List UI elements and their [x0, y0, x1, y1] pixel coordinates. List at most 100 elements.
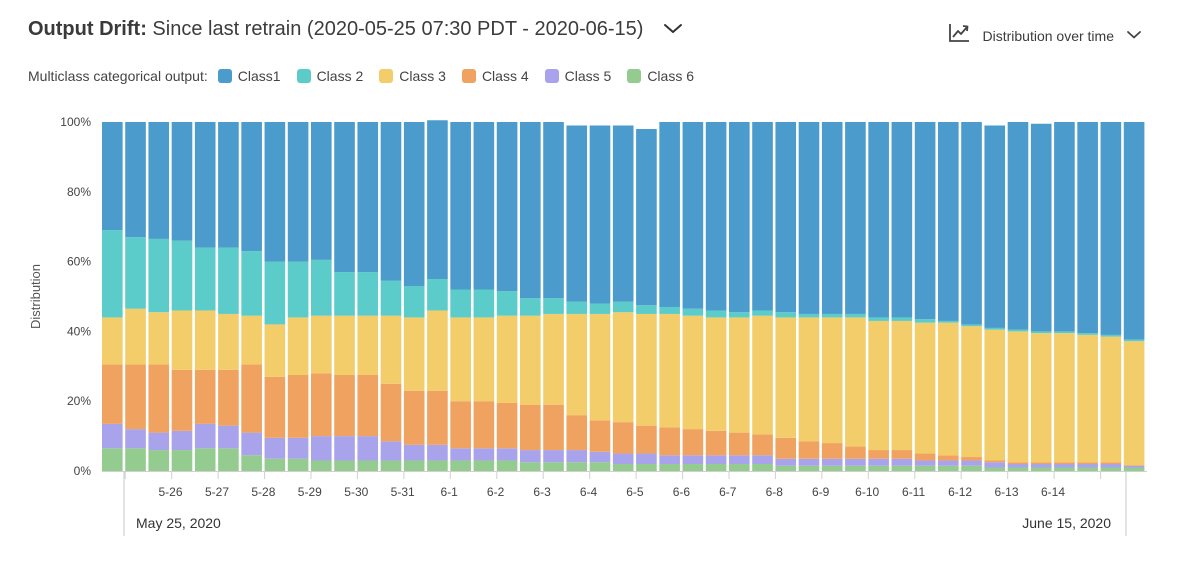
bar-segment[interactable] [821, 443, 843, 459]
bar-segment[interactable] [496, 315, 518, 403]
bar-segment[interactable] [1007, 122, 1029, 330]
bar-segment[interactable] [705, 464, 727, 471]
bar-segment[interactable] [287, 458, 309, 471]
bar-segment[interactable] [241, 364, 262, 433]
bar-segment[interactable] [543, 450, 564, 463]
bar-segment[interactable] [775, 458, 797, 466]
bar-segment[interactable] [380, 383, 402, 442]
bar-segment[interactable] [752, 464, 773, 471]
bar-segment[interactable] [357, 272, 379, 316]
bar-segment[interactable] [1030, 333, 1052, 463]
bar-segment[interactable] [287, 317, 309, 376]
bar-segment[interactable] [264, 437, 286, 459]
bar-segment[interactable] [914, 322, 936, 454]
bar-segment[interactable] [403, 122, 425, 287]
bar-segment[interactable] [961, 122, 982, 325]
bar-segment[interactable] [705, 317, 727, 431]
bar-segment[interactable] [1123, 467, 1145, 471]
bar-segment[interactable] [566, 450, 588, 463]
bar-segment[interactable] [845, 465, 866, 471]
bar-segment[interactable] [938, 465, 959, 471]
bar-segment[interactable] [334, 122, 355, 273]
bar-segment[interactable] [914, 319, 936, 323]
bar-segment[interactable] [241, 432, 262, 456]
bar-segment[interactable] [520, 122, 541, 299]
bar-segment[interactable] [194, 448, 216, 471]
bar-segment[interactable] [287, 437, 309, 459]
bar-segment[interactable] [845, 446, 866, 459]
bar-segment[interactable] [427, 279, 448, 311]
bar-segment[interactable] [264, 458, 286, 471]
bar-segment[interactable] [1054, 122, 1075, 332]
bar-segment[interactable] [218, 369, 239, 426]
bar-segment[interactable] [821, 317, 843, 444]
bar-segment[interactable] [589, 420, 611, 452]
bar-segment[interactable] [752, 434, 773, 456]
bar-segment[interactable] [566, 462, 588, 471]
bar-segment[interactable] [729, 317, 750, 433]
bar-segment[interactable] [473, 122, 495, 290]
bar-segment[interactable] [311, 436, 332, 461]
bar-segment[interactable] [1030, 464, 1052, 468]
legend-item[interactable]: Class 5 [544, 68, 611, 84]
bar-segment[interactable] [914, 460, 936, 466]
bar-segment[interactable] [1100, 122, 1122, 335]
bar-segment[interactable] [380, 315, 402, 384]
bar-segment[interactable] [427, 460, 448, 471]
bar-segment[interactable] [218, 247, 239, 314]
bar-segment[interactable] [473, 317, 495, 402]
bar-segment[interactable] [1100, 467, 1122, 471]
bar-segment[interactable] [1100, 464, 1122, 468]
legend-item[interactable]: Class 6 [627, 68, 694, 84]
bar-segment[interactable] [171, 430, 193, 451]
bar-segment[interactable] [659, 427, 680, 456]
bar-segment[interactable] [868, 317, 889, 321]
bar-segment[interactable] [334, 315, 355, 376]
bar-segment[interactable] [264, 261, 286, 325]
legend-item[interactable]: Class 3 [379, 68, 446, 84]
bar-segment[interactable] [427, 390, 448, 445]
bar-segment[interactable] [218, 313, 239, 370]
bar-segment[interactable] [752, 310, 773, 316]
bar-segment[interactable] [705, 455, 727, 465]
bar-segment[interactable] [543, 298, 564, 314]
bar-segment[interactable] [194, 310, 216, 370]
bar-segment[interactable] [705, 122, 727, 311]
bar-segment[interactable] [520, 404, 541, 451]
bar-segment[interactable] [1077, 467, 1098, 471]
bar-segment[interactable] [752, 122, 773, 311]
bar-segment[interactable] [1077, 462, 1098, 465]
bar-segment[interactable] [775, 465, 797, 471]
bar-segment[interactable] [357, 122, 379, 273]
bar-segment[interactable] [473, 289, 495, 318]
bar-segment[interactable] [961, 465, 982, 471]
bar-segment[interactable] [1123, 465, 1145, 468]
bar-segment[interactable] [473, 401, 495, 449]
bar-segment[interactable] [984, 467, 1006, 471]
bar-segment[interactable] [636, 313, 657, 426]
bar-segment[interactable] [334, 375, 355, 437]
bar-segment[interactable] [891, 122, 913, 318]
bar-segment[interactable] [218, 448, 239, 471]
bar-segment[interactable] [612, 301, 634, 313]
bar-segment[interactable] [961, 324, 982, 327]
bar-segment[interactable] [357, 436, 379, 461]
bar-segment[interactable] [612, 464, 634, 471]
bar-segment[interactable] [612, 125, 634, 302]
bar-segment[interactable] [1030, 123, 1052, 332]
bar-segment[interactable] [961, 457, 982, 461]
bar-segment[interactable] [125, 364, 146, 430]
bar-segment[interactable] [868, 458, 889, 466]
bar-segment[interactable] [1123, 122, 1145, 340]
bar-segment[interactable] [496, 460, 518, 471]
legend-item[interactable]: Class1 [217, 68, 281, 84]
bar-segment[interactable] [148, 364, 170, 433]
bar-segment[interactable] [938, 320, 959, 323]
bar-segment[interactable] [102, 448, 123, 471]
bar-segment[interactable] [775, 312, 797, 318]
bar-segment[interactable] [798, 441, 820, 459]
bar-segment[interactable] [1100, 334, 1122, 337]
bar-segment[interactable] [102, 317, 123, 365]
bar-segment[interactable] [636, 128, 657, 306]
bar-segment[interactable] [450, 122, 471, 290]
